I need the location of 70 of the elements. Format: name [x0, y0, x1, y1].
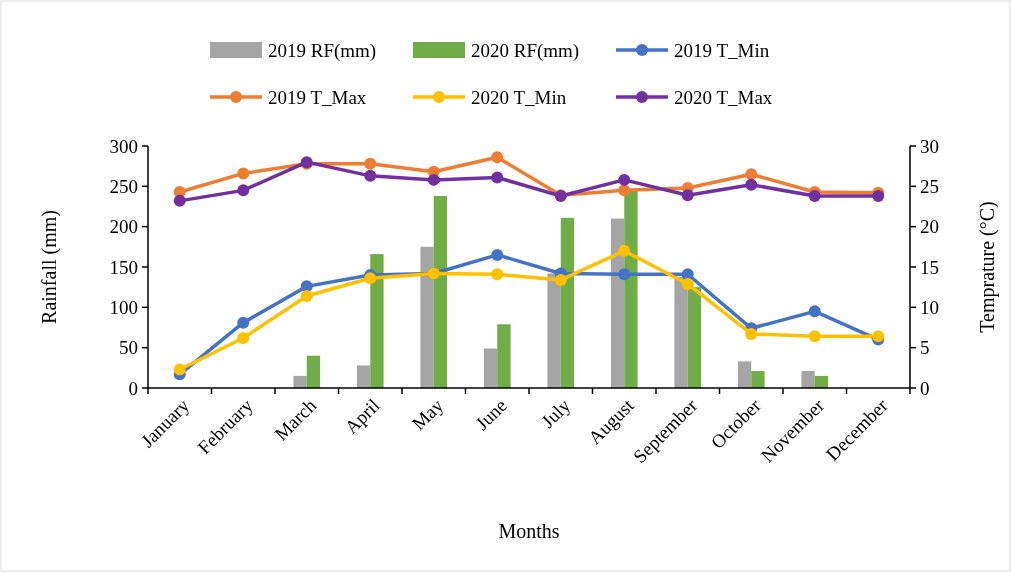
- legend-label: 2020 T_Max: [674, 86, 773, 108]
- y2-tick-label: 20: [920, 216, 939, 238]
- y-tick-label: 300: [109, 135, 138, 157]
- point: [427, 173, 440, 186]
- point: [491, 151, 504, 164]
- point: [745, 168, 758, 181]
- point: [237, 184, 250, 197]
- point: [618, 173, 631, 186]
- y2-tick-label: 25: [920, 175, 939, 197]
- y2-tick-label: 30: [920, 135, 939, 157]
- point: [237, 167, 250, 180]
- y-axis-title: Rainfall (mm): [38, 210, 61, 324]
- bar: [547, 273, 561, 388]
- y-tick-label: 0: [128, 377, 138, 399]
- y-tick-label: 200: [109, 216, 138, 238]
- point: [745, 327, 758, 340]
- point: [681, 277, 694, 290]
- point: [618, 268, 631, 281]
- bar: [483, 348, 498, 388]
- point: [491, 248, 504, 261]
- point: [300, 290, 313, 303]
- bar: [433, 196, 448, 388]
- legend-label: 2019 T_Max: [268, 86, 367, 108]
- bar: [674, 276, 688, 388]
- y-tick-label: 250: [109, 175, 138, 197]
- point: [364, 157, 377, 170]
- y-tick-label: 50: [119, 337, 138, 359]
- bar: [737, 361, 752, 388]
- legend-label: 2019 RF(mm): [268, 39, 377, 62]
- bar: [370, 254, 384, 388]
- point: [237, 316, 250, 329]
- bar: [420, 246, 434, 388]
- point: [554, 273, 567, 286]
- bar: [687, 287, 702, 388]
- legend-label: 2019 T_Min: [674, 39, 770, 61]
- bar: [356, 365, 371, 388]
- x-axis-title: Months: [498, 520, 560, 542]
- bar: [624, 190, 638, 388]
- legend-label: 2020 RF(mm): [471, 39, 580, 62]
- x-tick-label: May: [407, 394, 448, 435]
- point: [872, 190, 885, 203]
- y2-tick-label: 15: [920, 256, 939, 278]
- point: [808, 305, 821, 318]
- point: [745, 178, 758, 191]
- point: [364, 169, 377, 182]
- x-tick-label: June: [471, 394, 511, 435]
- y-tick-label: 150: [109, 256, 138, 278]
- bar: [801, 371, 815, 388]
- y2-tick-label: 10: [920, 296, 939, 318]
- point: [618, 244, 631, 257]
- bar: [751, 371, 765, 388]
- point: [808, 330, 821, 343]
- point: [491, 268, 504, 281]
- bar: [560, 217, 575, 388]
- y2-tick-label: 5: [920, 337, 930, 359]
- point: [173, 194, 186, 207]
- point: [808, 190, 821, 203]
- point: [618, 184, 631, 197]
- y2-tick-label: 0: [920, 377, 930, 399]
- y-tick-label: 100: [109, 296, 138, 318]
- point: [237, 331, 250, 344]
- bar: [306, 355, 321, 388]
- y2-axis-title: Temprature (°C): [976, 201, 999, 333]
- legend-label: 2020 T_Min: [471, 86, 567, 108]
- point: [173, 363, 186, 376]
- bar: [497, 324, 511, 388]
- point: [491, 171, 504, 184]
- bar: [293, 375, 307, 388]
- x-tick-label: July: [537, 394, 575, 432]
- point: [681, 189, 694, 202]
